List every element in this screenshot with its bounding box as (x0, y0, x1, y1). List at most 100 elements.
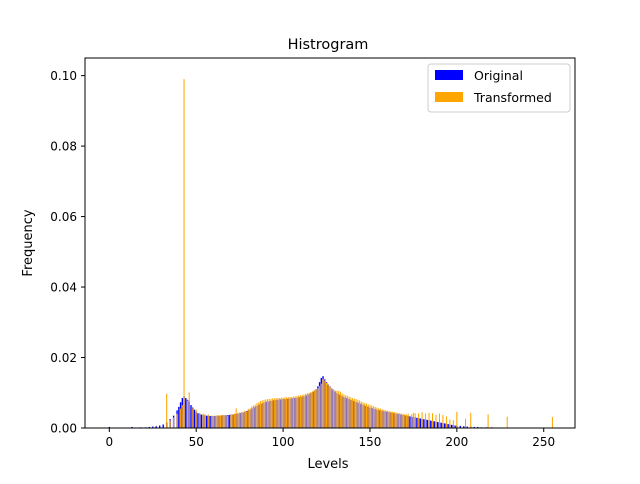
legend: Original Transformed (428, 64, 570, 112)
bar-transformed (237, 413, 238, 428)
bar-transformed (316, 389, 317, 428)
bar-transformed (312, 391, 313, 428)
bar-transformed (269, 399, 270, 428)
bar-transformed (415, 413, 416, 428)
legend-swatch-original (435, 70, 463, 80)
bar-transformed (291, 397, 292, 428)
bar-transformed (396, 413, 397, 429)
bar-transformed (258, 402, 259, 428)
bar-transformed (319, 386, 320, 428)
chart-title: Histrogram (288, 37, 369, 53)
bar-transformed (439, 414, 440, 428)
x-tick-label: 100 (272, 435, 295, 449)
bar-transformed (456, 412, 457, 428)
bar-transformed (274, 398, 275, 428)
bar-transformed (404, 414, 405, 428)
bar-transformed (357, 400, 358, 428)
bar-transformed (328, 385, 329, 428)
bar-original (229, 415, 230, 428)
bar-transformed (288, 397, 289, 428)
bar-original (201, 415, 202, 428)
bar-transformed (260, 401, 261, 428)
bar-transformed (378, 408, 379, 428)
bar-transformed (350, 397, 351, 428)
bar-transformed (166, 394, 167, 428)
bar-transformed (298, 396, 299, 428)
bar-transformed (361, 402, 362, 428)
bar-transformed (270, 399, 271, 428)
bar-transformed (303, 395, 304, 428)
bar-transformed (453, 420, 454, 428)
bar-transformed (356, 399, 357, 428)
bar-transformed (470, 413, 471, 428)
bar-transformed (300, 395, 301, 428)
bar-transformed (507, 417, 508, 428)
bar-transformed (246, 411, 247, 428)
bar-original (197, 413, 198, 428)
bar-transformed (329, 387, 330, 428)
bar-transformed (352, 398, 353, 428)
bar-transformed (204, 414, 205, 428)
bar-transformed (272, 398, 273, 428)
bar-transformed (279, 398, 280, 428)
bar-transformed (326, 383, 327, 428)
bar-transformed (309, 393, 310, 428)
bar-transformed (338, 391, 339, 428)
bar-transformed (295, 396, 296, 428)
bar-transformed (314, 390, 315, 428)
bar-transformed (234, 414, 235, 428)
bar-transformed (284, 397, 285, 428)
bar-transformed (276, 398, 277, 428)
bar-transformed (408, 414, 409, 428)
bar-transformed (263, 400, 264, 428)
bar-transformed (347, 396, 348, 428)
bar-transformed (239, 413, 240, 429)
x-tick-label: 250 (532, 435, 555, 449)
bar-transformed (401, 414, 402, 428)
bar-transformed (390, 411, 391, 428)
bar-original (430, 421, 431, 428)
bar-transformed (170, 420, 171, 428)
bar-transformed (371, 405, 372, 428)
bar-original (441, 423, 442, 428)
bar-transformed (305, 394, 306, 428)
bar-transformed (382, 409, 383, 428)
bar-transformed (241, 412, 242, 428)
legend-label-original: Original (474, 68, 523, 83)
x-tick-label: 50 (189, 435, 204, 449)
bar-transformed (397, 413, 398, 428)
bar-transformed (321, 384, 322, 428)
bar-transformed (173, 417, 174, 428)
bar-transformed (375, 407, 376, 428)
bar-transformed (383, 410, 384, 428)
bar-transformed (184, 79, 185, 428)
bar-transformed (230, 415, 231, 428)
bar-transformed (425, 414, 426, 428)
bar-transformed (262, 401, 263, 428)
bar-transformed (387, 411, 388, 428)
bar-original (163, 424, 164, 428)
bar-original (178, 407, 179, 428)
legend-swatch-transformed (435, 92, 463, 102)
bar-transformed (380, 409, 381, 428)
bar-transformed (411, 414, 412, 428)
bar-original (185, 398, 186, 428)
bar-transformed (324, 380, 325, 428)
y-tick-label: 0.10 (50, 69, 77, 83)
bar-transformed (402, 414, 403, 428)
bar-transformed (335, 390, 336, 428)
bar-transformed (394, 412, 395, 428)
bar-transformed (333, 389, 334, 428)
bar-original (209, 416, 210, 428)
bar-transformed (343, 395, 344, 428)
bar-transformed (177, 414, 178, 428)
bar-transformed (290, 397, 291, 428)
y-tick-label: 0.00 (50, 422, 77, 436)
bar-transformed (250, 408, 251, 428)
x-tick-label: 200 (445, 435, 468, 449)
bar-transformed (180, 409, 181, 428)
bar-original (437, 422, 438, 428)
bar-original (447, 424, 448, 428)
bar-transformed (317, 388, 318, 428)
